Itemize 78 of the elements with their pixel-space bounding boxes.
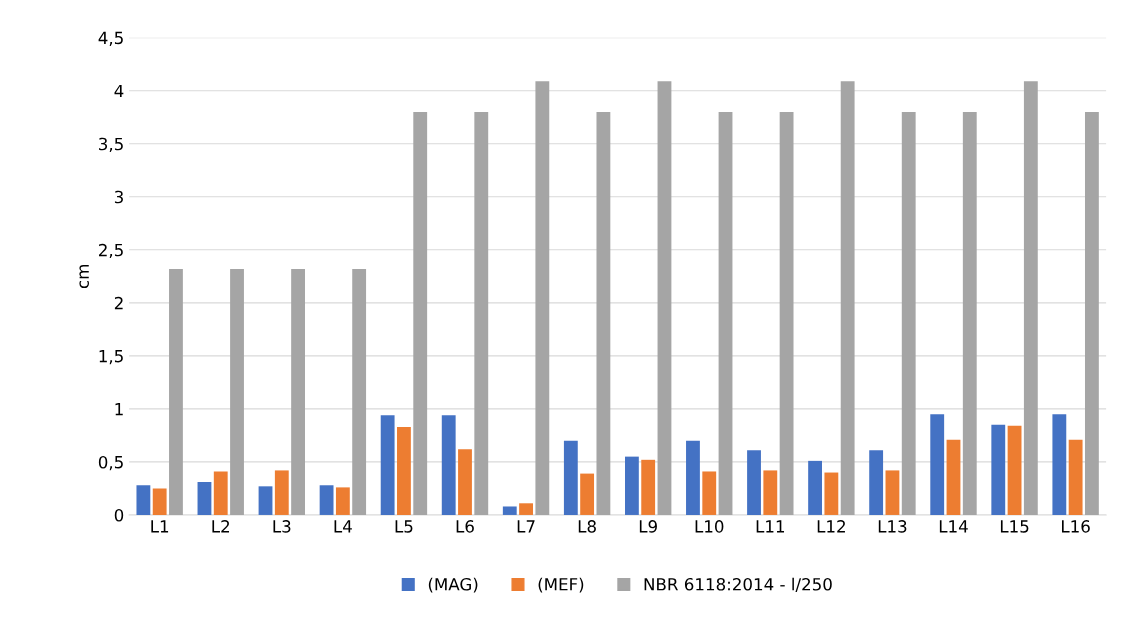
bar: [718, 111, 733, 515]
bar: [1052, 414, 1067, 515]
bar: [441, 415, 456, 515]
x-tick-label: L16: [1062, 520, 1090, 533]
x-tick-label: L10: [695, 520, 724, 533]
legend-label: (MAG): [428, 577, 478, 593]
bar: [824, 472, 839, 515]
bar: [1007, 425, 1022, 515]
bar: [808, 460, 823, 515]
bar: [747, 450, 761, 515]
y-tick-label: 2,5: [99, 243, 123, 259]
x-tick-label: L14: [939, 520, 968, 533]
bar: [962, 111, 977, 515]
bar: [352, 268, 367, 515]
x-tick-label: L6: [456, 520, 474, 533]
x-tick-label: L1: [151, 520, 169, 533]
bar: [930, 414, 945, 515]
bar: [413, 111, 428, 515]
legend-label: (MEF): [538, 577, 584, 593]
bar: [291, 268, 306, 515]
y-tick-label: 3,5: [99, 137, 123, 153]
y-axis-title: cm: [79, 265, 89, 289]
bar: [991, 424, 1006, 515]
x-tick-label: L8: [578, 520, 596, 533]
bar: [580, 473, 595, 515]
x-tick-label: L12: [817, 520, 845, 533]
bar: [274, 470, 289, 515]
y-tick-label: 3: [114, 190, 123, 204]
y-tick-label: 4,5: [98, 31, 123, 46]
y-tick-label: 1,5: [99, 350, 123, 365]
bar: [1068, 439, 1083, 515]
bar: [169, 268, 183, 515]
bar: [869, 450, 884, 515]
x-tick-label: L9: [639, 520, 657, 533]
bar: [763, 470, 778, 515]
bar: [502, 506, 517, 515]
x-tick-label: L15: [1000, 520, 1029, 533]
bar: [380, 415, 395, 515]
bar: [563, 440, 578, 515]
bar: [535, 81, 550, 515]
x-tick-label: L4: [334, 520, 352, 533]
bar: [397, 426, 411, 515]
bar: [779, 111, 794, 515]
x-tick-label: L13: [878, 520, 907, 533]
x-tick-label: L3: [273, 520, 291, 533]
x-tick-label: L2: [212, 520, 230, 533]
bar: [152, 488, 167, 515]
bar: [197, 482, 212, 515]
y-tick-label: 0,5: [98, 455, 123, 471]
bar: [519, 503, 533, 515]
y-tick-label: 0: [114, 508, 124, 522]
bar: [702, 471, 717, 515]
bar: [136, 485, 151, 515]
bar: [335, 487, 350, 515]
bar: [213, 471, 228, 515]
legend-label: NBR 6118:2014 - l/250: [644, 577, 832, 592]
bar: [1084, 111, 1099, 515]
bar: [641, 459, 656, 515]
x-tick-label: L7: [517, 520, 535, 533]
bar: [1023, 81, 1038, 515]
bar: [885, 470, 900, 515]
bar: [624, 456, 639, 515]
bar: [840, 81, 855, 515]
bar: [901, 111, 916, 515]
bar: [946, 439, 961, 515]
bar: [319, 485, 334, 515]
x-tick-label: L11: [756, 520, 785, 533]
bar: [474, 111, 489, 515]
bar: [686, 440, 700, 515]
bar: [258, 486, 273, 515]
bar: [230, 268, 244, 515]
bar: [657, 81, 672, 515]
y-tick-label: 1: [115, 403, 123, 416]
y-tick-label: 2: [114, 296, 123, 310]
bar: [458, 449, 472, 515]
x-tick-label: L5: [395, 520, 413, 533]
bar: [596, 111, 611, 515]
y-tick-label: 4: [114, 84, 124, 98]
